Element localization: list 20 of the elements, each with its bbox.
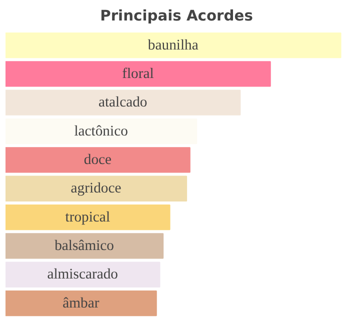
bar: [6, 32, 342, 58]
y-tick-label: doce: [84, 152, 112, 168]
chart-title: Principais Acordes: [100, 8, 254, 24]
bar: [6, 233, 164, 259]
bar: [6, 61, 271, 87]
y-tick-label: atalcado: [98, 94, 148, 111]
bar: [6, 204, 170, 230]
y-tick-label: lactônico: [74, 123, 128, 140]
y-tick-label: baunilha: [148, 37, 199, 54]
y-tick-label: âmbar: [62, 295, 100, 312]
y-tick-label: almiscarado: [47, 266, 118, 283]
bar: [6, 262, 160, 288]
bar: [6, 176, 188, 202]
bar: [6, 290, 157, 316]
y-tick-label: floral: [122, 66, 154, 82]
y-tick-label: agridoce: [70, 180, 122, 197]
y-tick-label: balsâmico: [54, 238, 114, 254]
bar: [6, 90, 241, 116]
bar: [6, 147, 190, 173]
y-tick-label: tropical: [65, 209, 110, 226]
